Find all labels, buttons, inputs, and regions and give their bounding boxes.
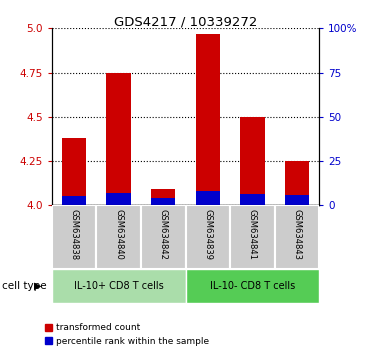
Text: GSM634840: GSM634840 — [114, 209, 123, 259]
Bar — [240, 117, 265, 205]
Bar — [52, 205, 96, 269]
Bar — [275, 205, 319, 269]
Bar — [285, 195, 309, 205]
Bar — [186, 269, 319, 303]
Bar — [106, 193, 131, 205]
Text: IL-10+ CD8 T cells: IL-10+ CD8 T cells — [74, 281, 164, 291]
Text: GSM634839: GSM634839 — [203, 209, 212, 259]
Bar — [151, 198, 175, 205]
Bar — [186, 205, 230, 269]
Bar — [230, 205, 275, 269]
Bar — [141, 205, 186, 269]
Text: ▶: ▶ — [34, 281, 42, 291]
Bar — [52, 269, 186, 303]
Text: IL-10- CD8 T cells: IL-10- CD8 T cells — [210, 281, 295, 291]
Bar — [96, 205, 141, 269]
Bar — [151, 189, 175, 205]
Bar — [285, 161, 309, 205]
Bar — [106, 73, 131, 205]
Legend: transformed count, percentile rank within the sample: transformed count, percentile rank withi… — [42, 320, 213, 349]
Text: cell type: cell type — [2, 281, 46, 291]
Text: GSM634843: GSM634843 — [292, 209, 301, 259]
Bar — [62, 195, 86, 205]
Bar — [240, 194, 265, 205]
Bar — [62, 138, 86, 205]
Text: GDS4217 / 10339272: GDS4217 / 10339272 — [114, 16, 257, 29]
Text: GSM634841: GSM634841 — [248, 209, 257, 259]
Bar — [196, 191, 220, 205]
Text: GSM634838: GSM634838 — [70, 209, 79, 259]
Text: GSM634842: GSM634842 — [159, 209, 168, 259]
Bar — [196, 34, 220, 205]
